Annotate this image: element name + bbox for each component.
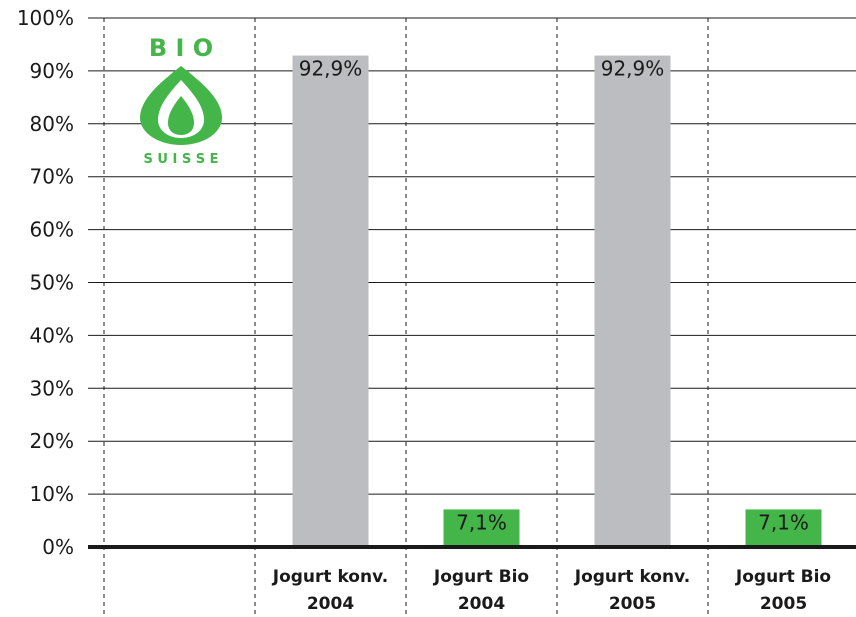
gridlines [88, 17, 856, 495]
y-tick-label: 10% [30, 482, 74, 506]
y-tick-label: 60% [30, 218, 74, 242]
y-tick-label: 20% [30, 429, 74, 453]
category-label: Jogurt Bio [735, 567, 831, 587]
data-labels: 92,9% 7,1% 92,9% 7,1% [299, 57, 809, 535]
y-tick-label: 70% [30, 165, 74, 189]
y-tick-label: 50% [30, 271, 74, 295]
data-label: 7,1% [456, 510, 507, 534]
bio-suisse-logo: B I O S U I S S E [140, 34, 222, 167]
bar [292, 55, 369, 548]
y-axis-ticks: 0% 10% 20% 30% 40% 50% 60% 70% 80% 90% 100% [17, 6, 74, 559]
logo-bottom-text: S U I S S E [144, 152, 219, 167]
category-label: 2004 [458, 594, 505, 614]
data-label: 92,9% [601, 57, 665, 81]
data-label: 7,1% [758, 510, 809, 534]
category-label: Jogurt konv. [574, 567, 691, 587]
category-label: Jogurt Bio [433, 567, 529, 587]
data-label: 92,9% [299, 57, 363, 81]
bar [745, 509, 822, 547]
logo-top-text: B I O [149, 34, 213, 62]
bar [443, 509, 520, 547]
y-tick-label: 30% [30, 376, 74, 400]
y-tick-label: 40% [30, 323, 74, 347]
category-label: 2005 [609, 594, 656, 614]
y-tick-label: 0% [42, 535, 74, 559]
bars [292, 55, 822, 548]
bud-icon [140, 66, 222, 145]
category-label: 2005 [760, 594, 807, 614]
category-label: Jogurt konv. [272, 567, 389, 587]
y-tick-label: 80% [30, 112, 74, 136]
bar [594, 55, 671, 548]
category-separators [103, 18, 709, 617]
y-tick-label: 100% [17, 6, 74, 30]
x-axis-category-labels: Jogurt konv. 2004 Jogurt Bio 2004 Jogurt kon… [272, 567, 831, 614]
category-label: 2004 [307, 594, 354, 614]
y-tick-label: 90% [30, 59, 74, 83]
